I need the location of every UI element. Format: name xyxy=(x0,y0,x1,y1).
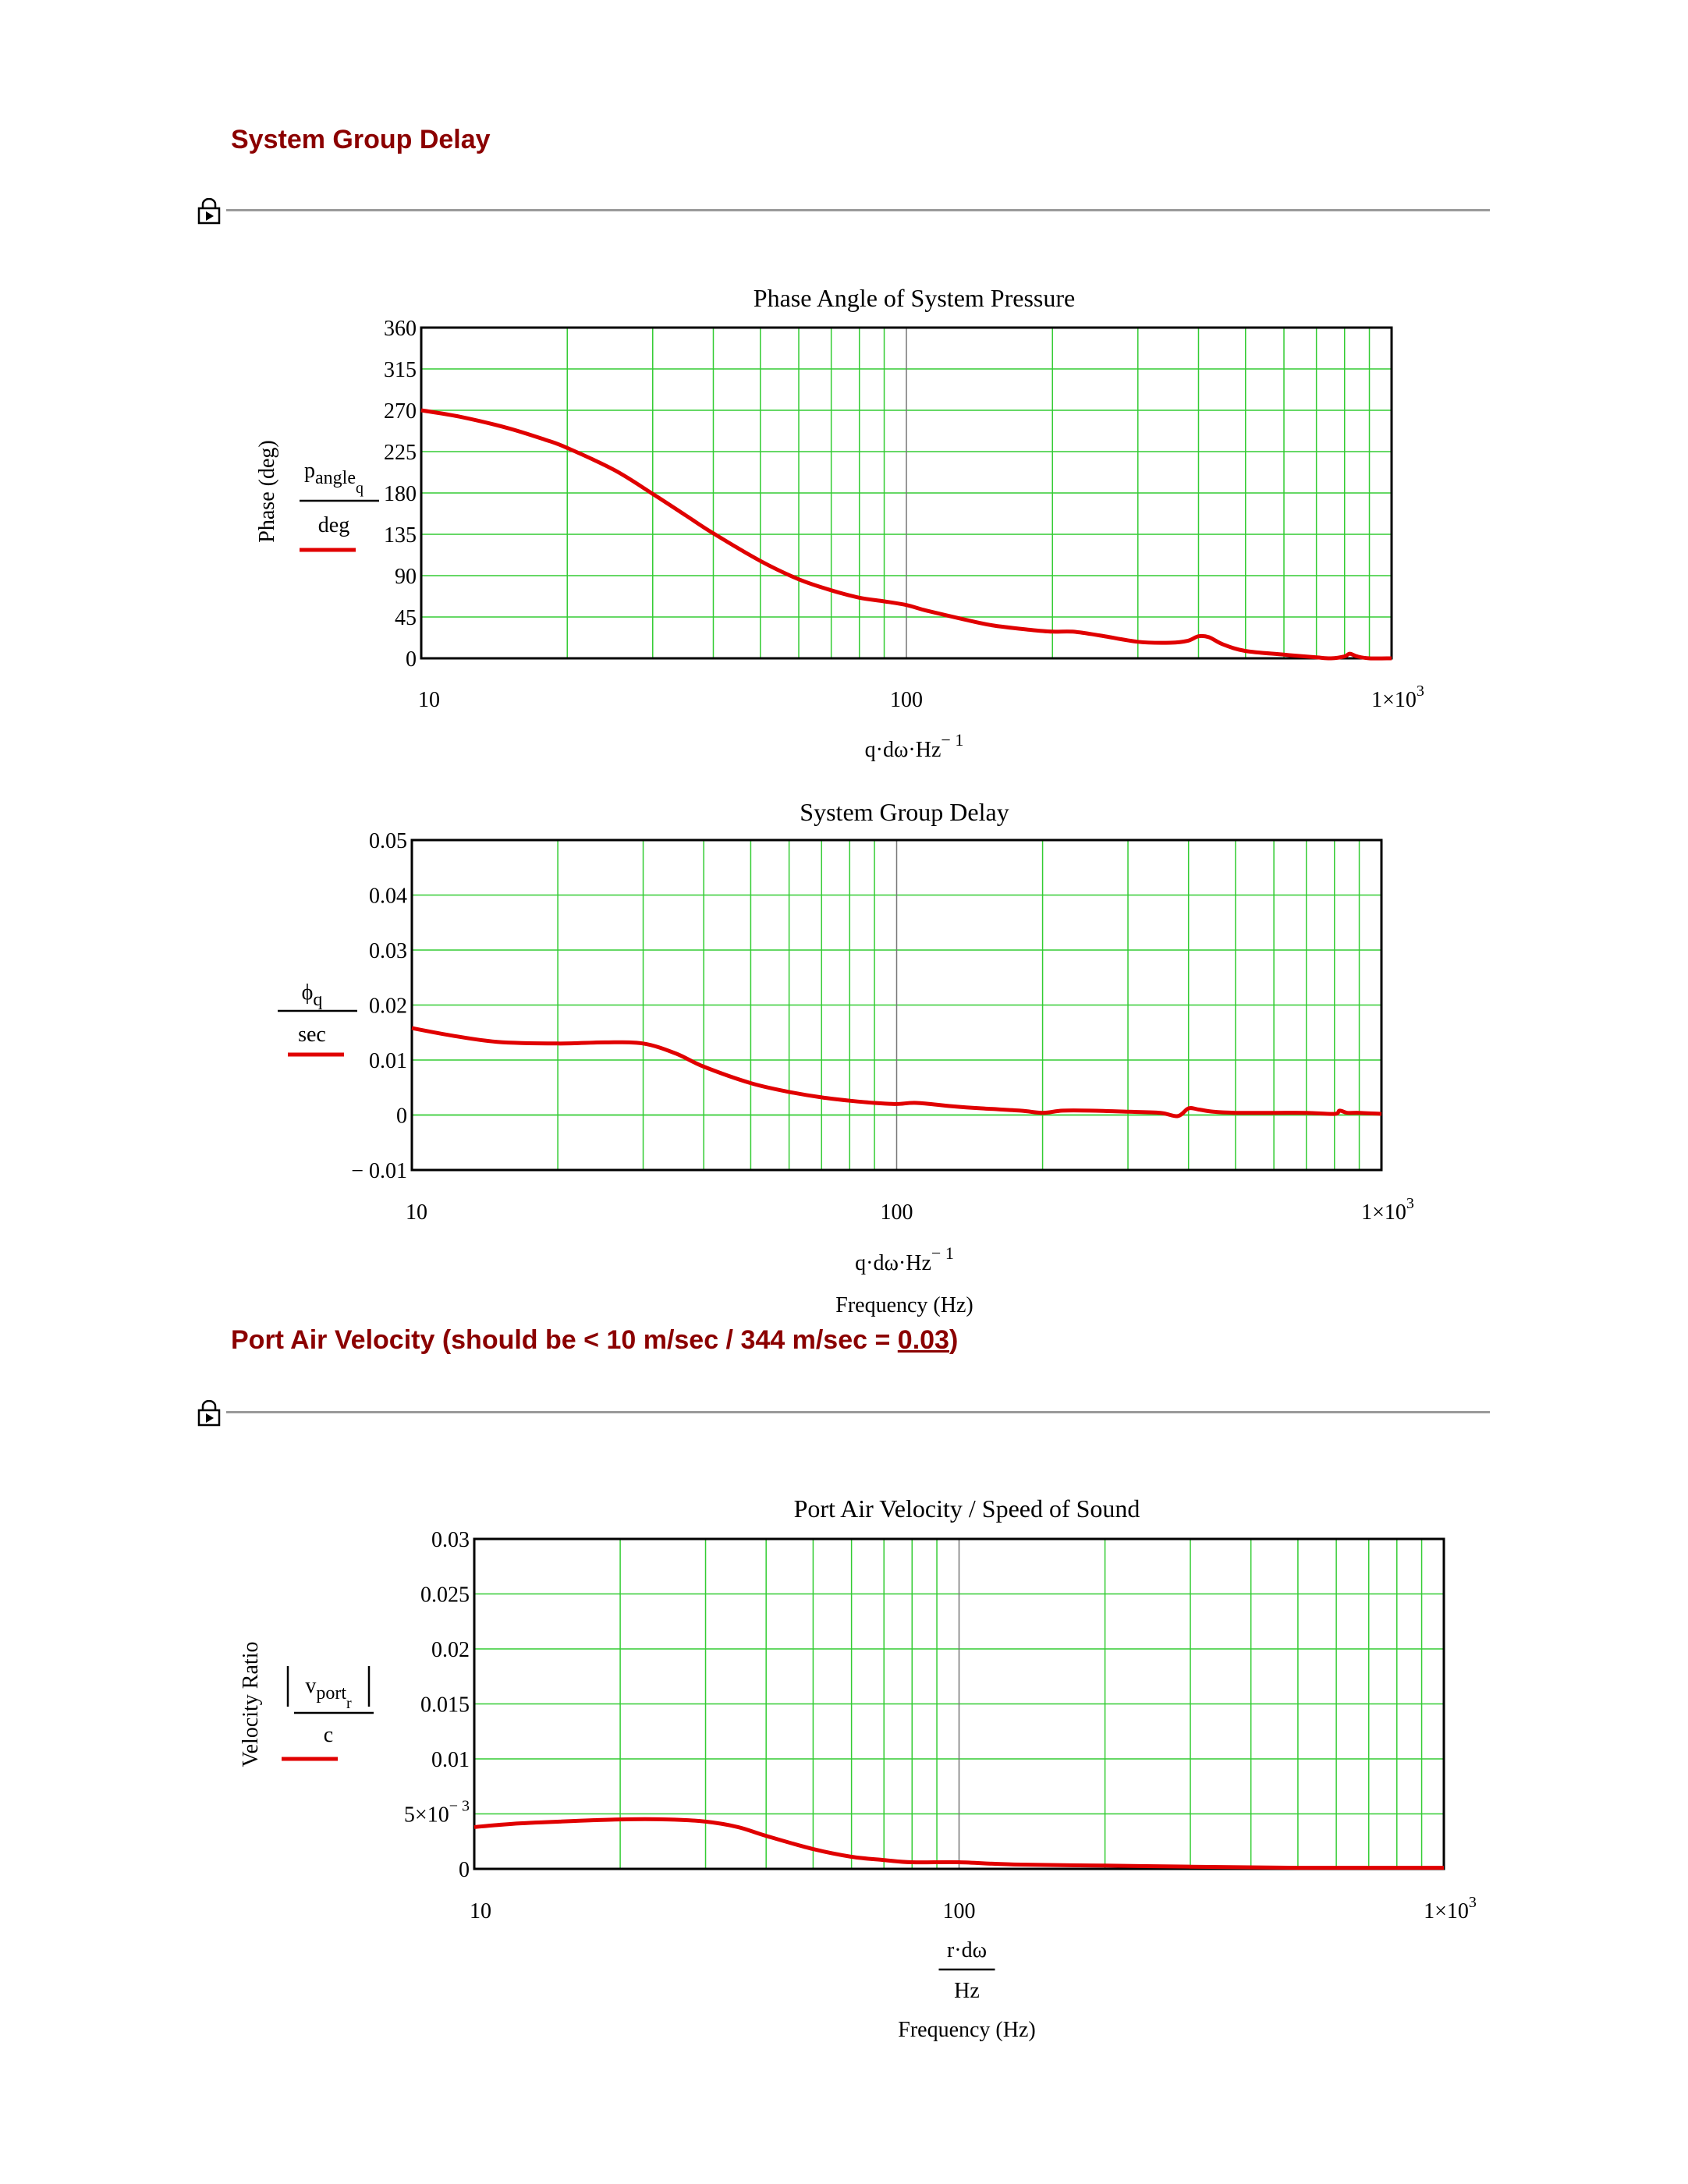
legend-expression-denominator: sec xyxy=(298,1023,326,1047)
port-velocity-limit-value: 0.03 xyxy=(897,1325,949,1355)
chart-title: Port Air Velocity / Speed of Sound xyxy=(794,1494,1140,1523)
x-tick-label: 1×103 xyxy=(1361,1195,1414,1225)
y-tick-label: 0.05 xyxy=(369,829,407,853)
region-divider xyxy=(226,209,1490,211)
y-tick-label: 0.025 xyxy=(420,1583,470,1608)
series-line xyxy=(420,408,1392,661)
plot-frame xyxy=(410,838,1383,1172)
lock-icon[interactable] xyxy=(197,198,222,225)
y-tick-label: 5×10− 3 xyxy=(404,1798,470,1828)
legend-expression-numerator: vportr xyxy=(305,1674,352,1712)
x-tick-label: 10 xyxy=(418,688,440,712)
y-tick-label: 0 xyxy=(406,647,417,672)
y-tick-label: 270 xyxy=(384,399,417,424)
section-heading-group-delay: System Group Delay xyxy=(231,125,491,154)
phase-angle-chart: Phase Angle of System Pressure 0 45 90 135 18… xyxy=(255,284,1424,762)
y-tick-label: 0.03 xyxy=(431,1528,470,1552)
port-velocity-chart: Port Air Velocity / Speed of Sound 0 5×10−… xyxy=(239,1494,1477,2042)
region-divider xyxy=(226,1411,1490,1413)
series-line xyxy=(473,1817,1445,1870)
x-tick-label: 1×103 xyxy=(1424,1894,1477,1923)
y-tick-label: 360 xyxy=(384,317,417,341)
y-tick-label: 0.02 xyxy=(431,1638,470,1662)
x-tick-label: 10 xyxy=(406,1200,427,1225)
y-tick-label: 225 xyxy=(384,441,417,465)
section-heading-port-velocity: Port Air Velocity (should be < 10 m/sec … xyxy=(231,1325,959,1355)
legend-expression-numerator: ϕq xyxy=(302,980,323,1010)
plot-frame xyxy=(420,326,1393,660)
lock-icon[interactable] xyxy=(197,1400,222,1427)
x-axis-expression-denominator: Hz xyxy=(954,1979,980,2003)
x-axis-expression-numerator: r·dω xyxy=(947,1938,987,1962)
x-tick-label: 10 xyxy=(470,1899,491,1923)
group-delay-chart: System Group Delay − 0.01 0 0.01 0.02 0.03 0.0… xyxy=(278,798,1414,1317)
y-axis-label: Phase (deg) xyxy=(255,440,279,542)
x-tick-label: 100 xyxy=(890,688,923,712)
y-tick-label: 0.03 xyxy=(369,939,407,963)
y-tick-label: 0.04 xyxy=(369,885,407,909)
y-tick-label: 0.01 xyxy=(369,1049,407,1073)
x-tick-label: 100 xyxy=(881,1200,913,1225)
plot-frame xyxy=(473,1537,1445,1870)
x-axis-label: Frequency (Hz) xyxy=(898,2018,1035,2042)
legend-expression-denominator: deg xyxy=(318,513,349,537)
y-tick-label: 0 xyxy=(396,1104,407,1129)
legend-expression-denominator: c xyxy=(324,1723,333,1747)
series-line xyxy=(411,1026,1382,1119)
legend-expression-numerator: pangleq xyxy=(304,459,363,497)
y-tick-label: 315 xyxy=(384,358,417,382)
y-tick-label: 0.01 xyxy=(431,1748,470,1772)
chart-title: Phase Angle of System Pressure xyxy=(754,284,1075,312)
x-tick-label: 1×103 xyxy=(1371,682,1424,712)
y-tick-label: − 0.01 xyxy=(351,1159,407,1183)
x-axis-expression: q·dω·Hz− 1 xyxy=(865,730,964,762)
y-tick-label: 0 xyxy=(459,1858,470,1882)
y-axis-label: Velocity Ratio xyxy=(239,1642,263,1767)
chart-title: System Group Delay xyxy=(800,798,1009,826)
y-tick-label: 90 xyxy=(395,565,417,589)
x-tick-label: 100 xyxy=(943,1899,976,1923)
y-tick-label: 135 xyxy=(384,523,417,548)
x-axis-label: Frequency (Hz) xyxy=(835,1293,973,1317)
y-tick-label: 0.015 xyxy=(420,1693,470,1718)
y-tick-label: 0.02 xyxy=(369,994,407,1019)
y-tick-label: 180 xyxy=(384,482,417,506)
y-tick-label: 45 xyxy=(395,606,417,630)
x-axis-expression: q·dω·Hz− 1 xyxy=(855,1243,954,1275)
